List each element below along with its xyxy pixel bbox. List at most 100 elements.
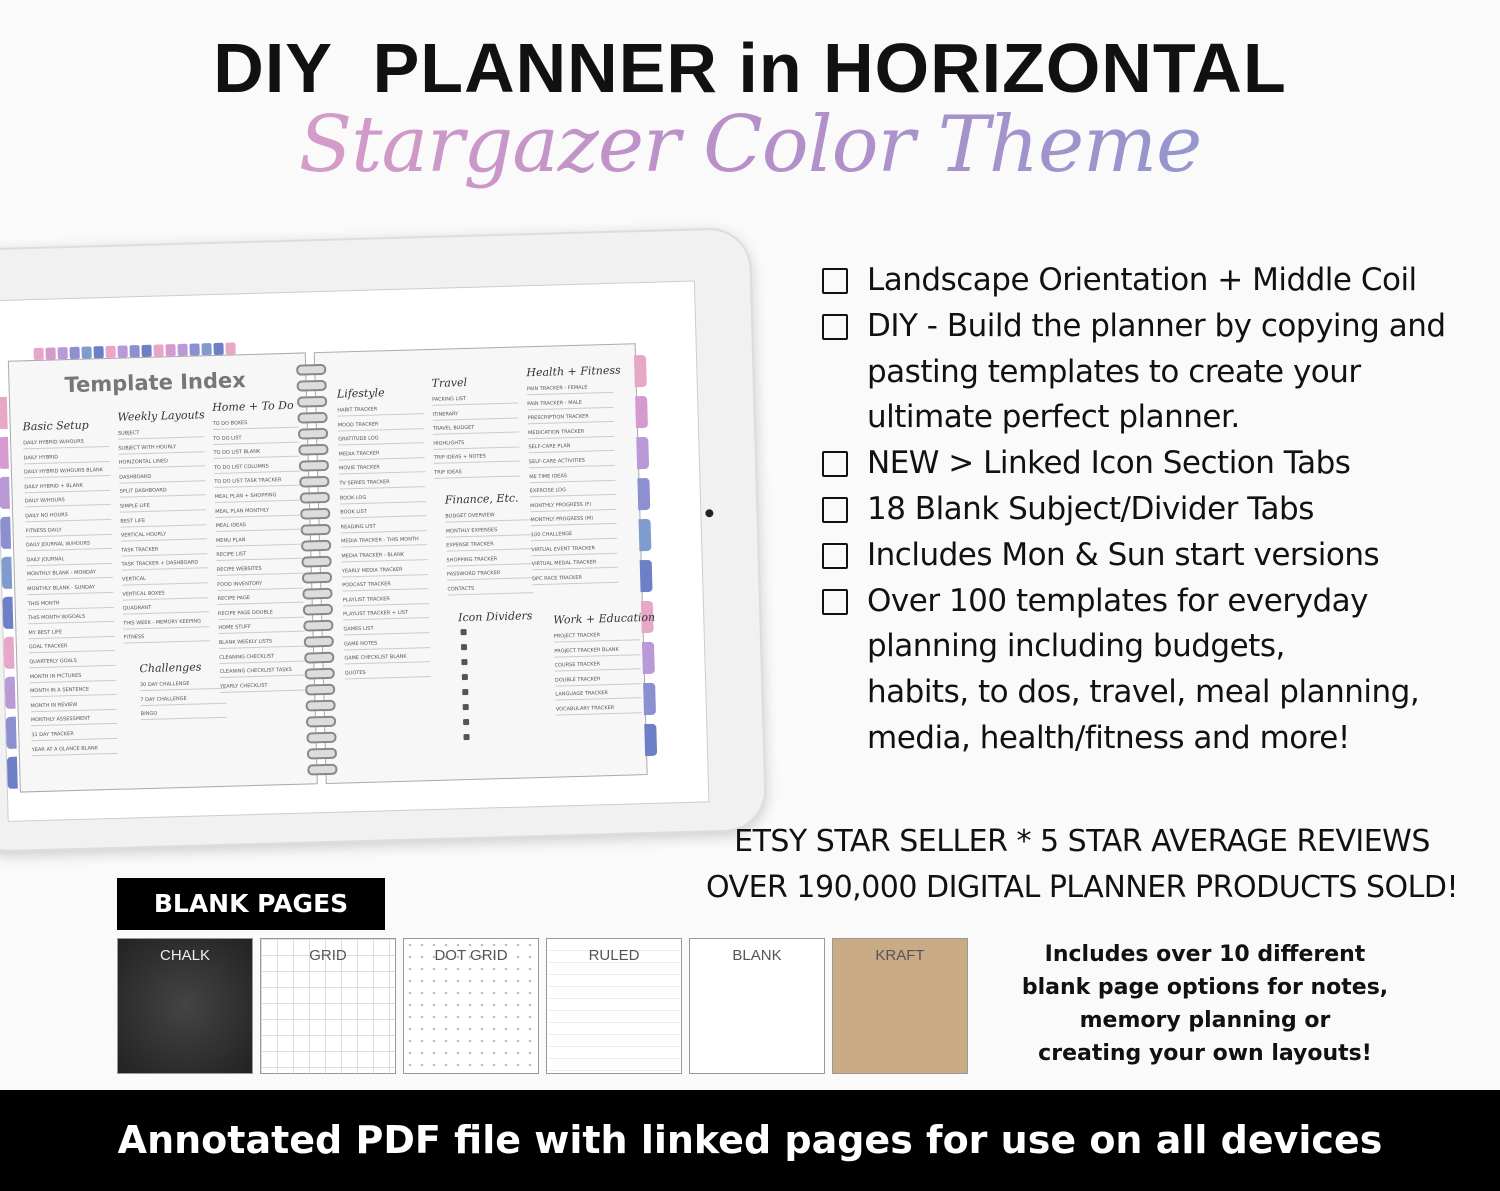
icon-tab xyxy=(153,344,164,357)
section-tab xyxy=(644,723,658,757)
template-item: MOVIE TRACKER xyxy=(338,458,426,475)
section-tab xyxy=(0,436,9,470)
template-item: RECIPE LIST xyxy=(216,544,303,562)
icon-divider xyxy=(462,689,469,696)
template-item: MONTHLY PROGRESS (M) xyxy=(530,510,617,527)
coil-ring xyxy=(296,363,327,376)
blank-pages-note: Includes over 10 different xyxy=(1044,942,1366,967)
checkbox xyxy=(822,451,848,478)
coil-ring xyxy=(296,395,328,408)
template-item: THIS MONTH W/GOALS xyxy=(27,608,115,625)
feature-text: planning including budgets, xyxy=(867,628,1285,665)
coil-ring xyxy=(301,555,332,568)
section-tab xyxy=(0,476,10,510)
blank-page-swatch: GRID xyxy=(260,938,396,1074)
blank-page-swatch: DOT GRID xyxy=(403,938,539,1074)
blank-page-swatch: CHALK xyxy=(117,938,253,1074)
template-item: RECIPE PAGE xyxy=(217,588,304,606)
seller-line: OVER 190,000 DIGITAL PLANNER PRODUCTS SO… xyxy=(705,870,1459,905)
section-heading: Icon Dividers xyxy=(458,609,533,625)
section-tab xyxy=(639,559,653,593)
template-item: EXERCISE LOG xyxy=(529,481,616,498)
coil-ring xyxy=(297,427,329,440)
template-item: PODCAST TRACKER xyxy=(342,575,429,592)
template-item: GAME CHECKLIST BLANK xyxy=(344,648,431,665)
template-item: QUOTES xyxy=(344,662,431,680)
icon-divider xyxy=(460,644,468,651)
template-item: VIRTUAL MEDAL TRACKER xyxy=(531,553,618,571)
section-tab xyxy=(635,395,648,429)
template-item: LANGUAGE TRACKER xyxy=(555,684,642,701)
coil-ring xyxy=(305,683,336,696)
template-item: TRIP IDEAS xyxy=(433,462,521,479)
template-item: HOME STUFF xyxy=(218,617,305,635)
feature-text: Over 100 templates for everyday xyxy=(867,582,1368,619)
coil-ring xyxy=(305,699,336,712)
section-tab xyxy=(0,396,8,430)
title: DIY PLANNER in HORIZONTAL xyxy=(213,29,1287,107)
template-item: MONTH IN A SENTENCE xyxy=(29,681,117,698)
template-item: GRATITUDE LOG xyxy=(337,429,425,446)
section-tab xyxy=(638,518,652,552)
icon-tab xyxy=(93,346,104,359)
template-item: CONTACTS xyxy=(447,579,534,596)
icon-tab xyxy=(129,345,140,358)
template-item: EXPENSE TRACKER xyxy=(445,535,533,552)
template-item: CLEANING CHECKLIST TASKS xyxy=(219,661,306,679)
template-item: TRAVEL BUDGET xyxy=(432,418,520,436)
template-item: HORIZONTAL LINED xyxy=(118,452,205,469)
section-tab xyxy=(3,636,15,669)
subtitle: Stargazer Color Theme xyxy=(0,100,1500,190)
blank-pages-label: BLANK PAGES xyxy=(117,878,385,930)
template-item: DAILY HYBRID W/HOURS BLANK xyxy=(23,462,111,479)
template-item: MONTHLY ASSESSMENT xyxy=(30,710,118,727)
icon-tab xyxy=(57,347,68,360)
blank-page-name: RULED xyxy=(588,947,640,964)
coil-ring xyxy=(299,475,330,488)
template-item: BOOK LIST xyxy=(340,502,427,519)
icon-tab xyxy=(189,343,200,356)
coil-ring xyxy=(307,763,338,776)
icon-divider xyxy=(460,629,467,636)
coil-ring xyxy=(298,443,329,456)
template-item: BINGO xyxy=(140,703,227,721)
blank-page-swatch: KRAFT xyxy=(832,938,968,1074)
blank-pages-note: blank page options for notes, xyxy=(1021,975,1389,1000)
section-tab xyxy=(636,436,650,470)
icon-tab xyxy=(225,342,236,355)
icon-divider xyxy=(461,659,468,666)
coil-ring xyxy=(300,539,332,552)
section-tab xyxy=(2,596,14,629)
checkbox xyxy=(822,542,848,569)
feature-text: Includes Mon & Sun start versions xyxy=(867,536,1380,573)
template-item: PRESCRIPTION TRACKER xyxy=(527,408,614,425)
template-item: MENU PLAN xyxy=(215,530,303,547)
blank-page-name: DOT GRID xyxy=(434,947,508,964)
section-tab xyxy=(633,354,647,388)
camera xyxy=(705,509,714,518)
blank-page-swatch: RULED xyxy=(546,938,682,1074)
template-item: COURSE TRACKER xyxy=(554,655,641,672)
template-item: MEDIA TRACKER - THIS MONTH xyxy=(340,531,428,548)
template-item: FITNESS xyxy=(123,627,210,645)
feature-text: habits, to dos, travel, meal planning, xyxy=(867,674,1420,711)
coil-ring xyxy=(303,619,334,632)
template-item: QUADRANT xyxy=(122,598,209,615)
icon-tab xyxy=(33,347,44,361)
icon-divider xyxy=(463,734,470,741)
coil-ring xyxy=(300,523,331,536)
feature-text: pasting templates to create your xyxy=(867,353,1361,390)
icon-tab xyxy=(213,342,224,355)
coil-ring xyxy=(303,635,334,648)
icon-tab xyxy=(105,345,116,359)
icon-tab xyxy=(117,345,128,358)
icon-tab xyxy=(69,346,80,360)
feature-text: media, health/fitness and more! xyxy=(867,720,1350,756)
icon-tab xyxy=(141,344,152,358)
template-item: MONTHLY BLANK - MONDAY xyxy=(26,564,113,581)
template-item: SELF-CARE PLAN xyxy=(528,437,615,454)
template-item: DAILY JOURNAL W/HOURS xyxy=(25,535,113,552)
template-item: VERTICAL HOURLY xyxy=(120,525,207,542)
template-item: TV SERIES TRACKER xyxy=(339,473,426,490)
